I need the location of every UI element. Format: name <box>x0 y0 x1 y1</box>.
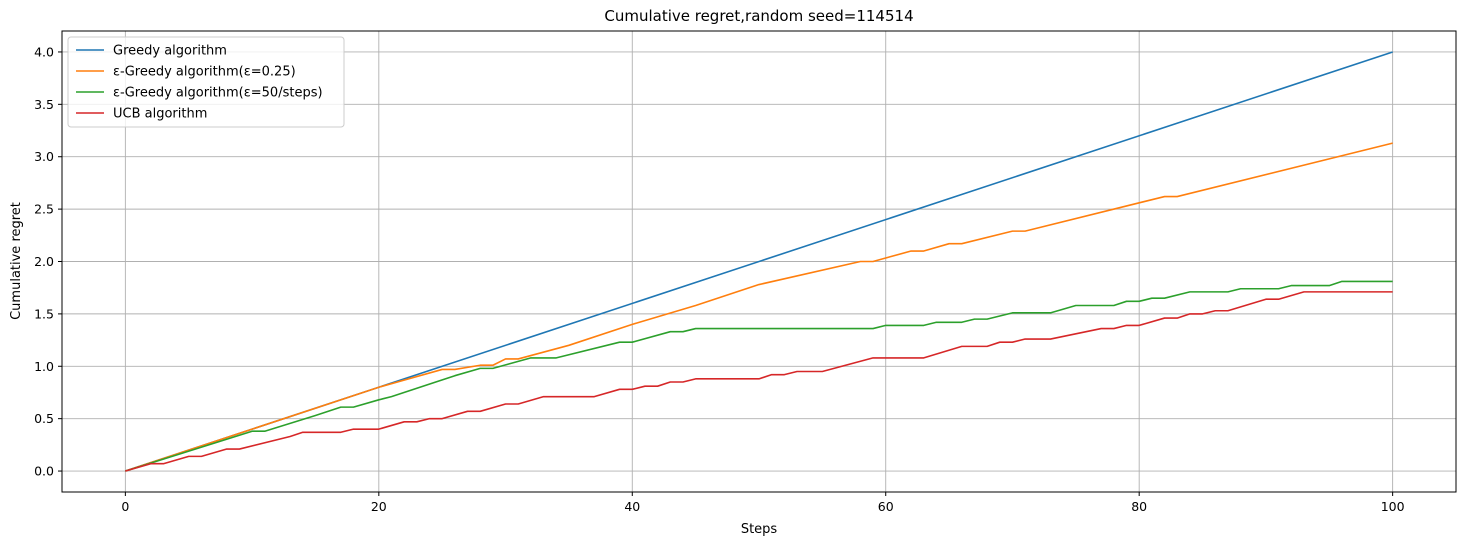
y-tick-label: 0.0 <box>34 464 54 479</box>
y-axis-title: Cumulative regret <box>9 202 24 320</box>
x-tick-label: 0 <box>121 499 129 514</box>
y-tick-label: 3.5 <box>34 97 54 112</box>
x-tick-label: 60 <box>878 499 894 514</box>
y-tick-label: 1.0 <box>34 359 54 374</box>
x-axis-title: Steps <box>741 522 778 537</box>
x-tick-label: 80 <box>1131 499 1147 514</box>
y-tick-label: 2.0 <box>34 254 54 269</box>
series-lines <box>125 51 1393 472</box>
x-tick-label: 20 <box>371 499 387 514</box>
y-axis-ticks: 0.0 0.5 1.0 1.5 2.0 2.5 3.0 3.5 4.0 <box>34 44 62 479</box>
series-line-4 <box>125 291 1393 472</box>
legend-label-1: Greedy algorithm <box>113 44 227 59</box>
y-tick-label: 2.5 <box>34 202 54 217</box>
y-tick-label: 0.5 <box>34 411 54 426</box>
y-tick-label: 1.5 <box>34 306 54 321</box>
x-axis-ticks: 0 20 40 60 80 100 <box>121 492 1405 514</box>
series-line-2 <box>125 142 1393 472</box>
x-tick-label: 40 <box>624 499 640 514</box>
legend: Greedy algorithm ε-Greedy algorithm(ε=0.2… <box>67 36 345 128</box>
legend-entries: Greedy algorithm ε-Greedy algorithm(ε=0.2… <box>76 44 323 122</box>
legend-frame <box>67 36 345 128</box>
chart-title: Cumulative regret,random seed=114514 <box>604 7 913 25</box>
legend-label-4: UCB algorithm <box>113 107 207 122</box>
legend-label-2: ε-Greedy algorithm(ε=0.25) <box>113 65 296 80</box>
legend-label-3: ε-Greedy algorithm(ε=50/steps) <box>113 86 323 101</box>
series-line-3 <box>125 280 1393 472</box>
x-tick-label: 100 <box>1381 499 1405 514</box>
y-tick-label: 3.0 <box>34 149 54 164</box>
y-tick-label: 4.0 <box>34 44 54 59</box>
